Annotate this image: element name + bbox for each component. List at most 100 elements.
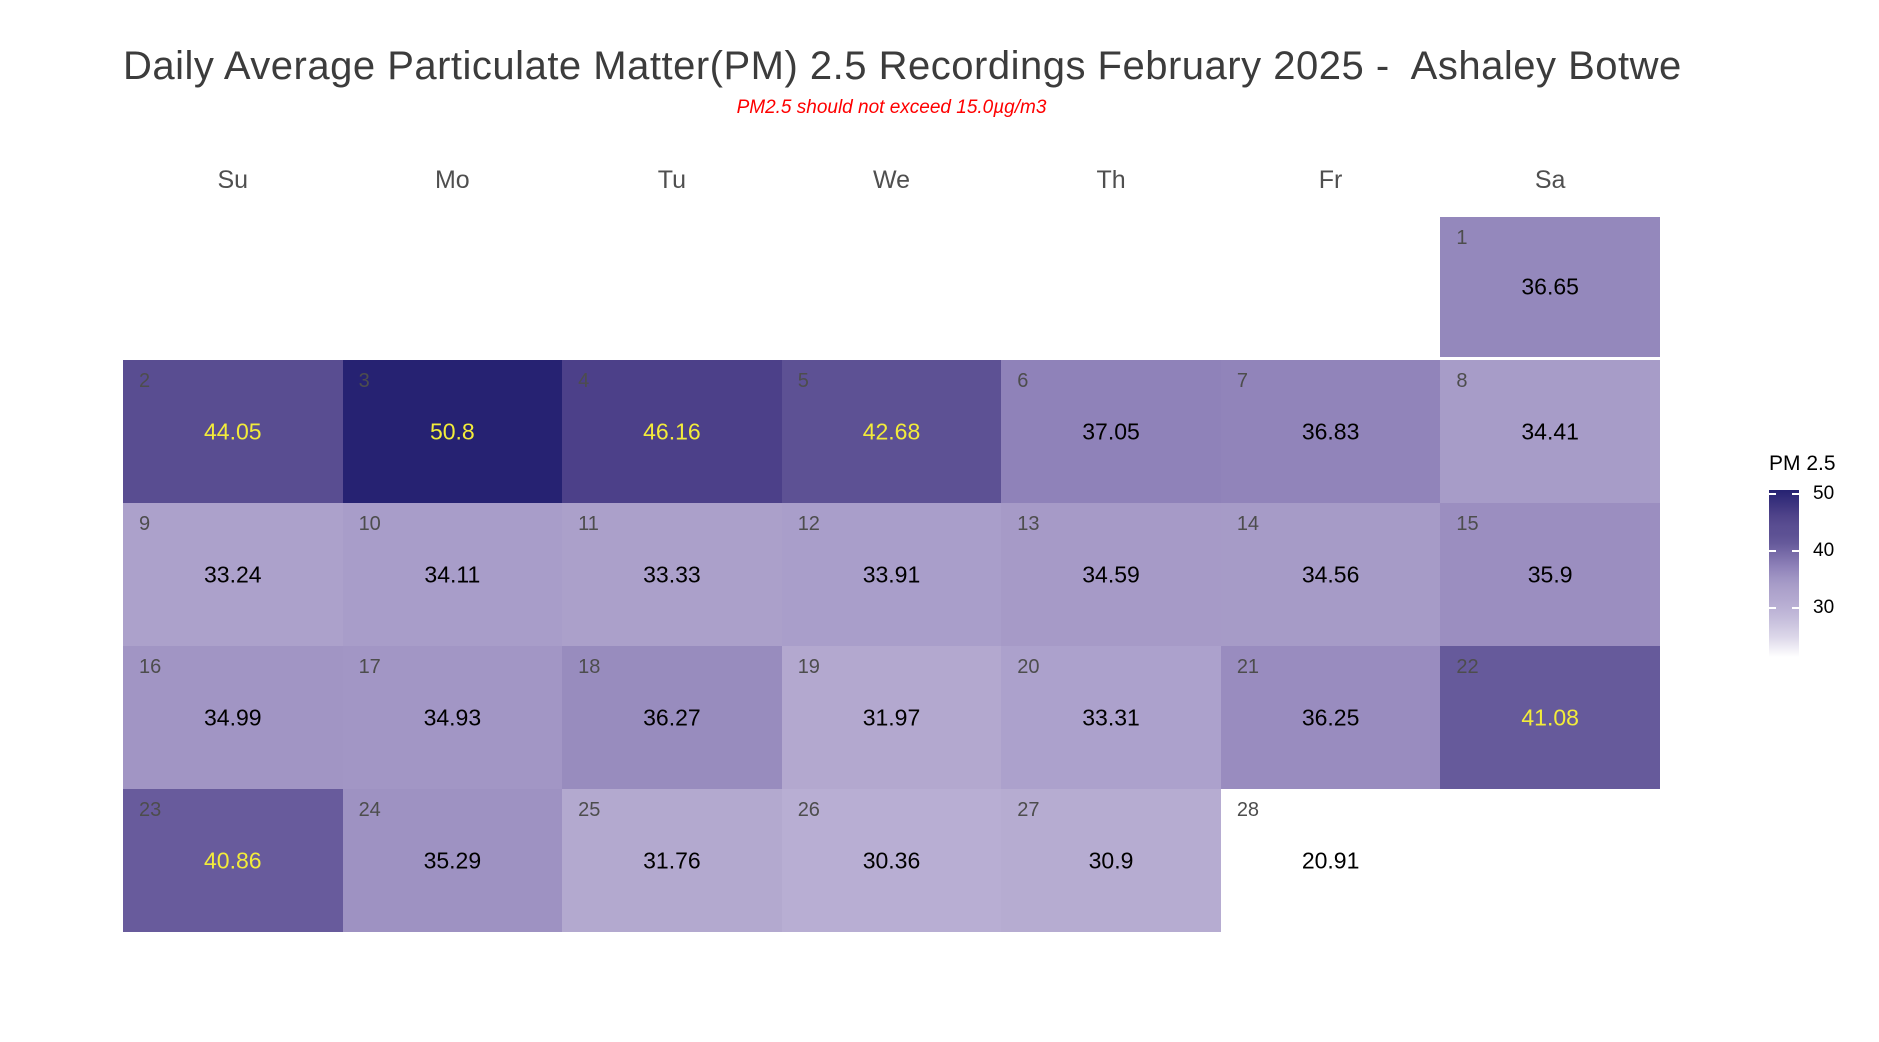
day-cell-17: 17 34.93 [342, 646, 563, 789]
day-number: 2 [139, 370, 151, 392]
weekday-header-su: Su [217, 166, 249, 194]
day-number: 9 [139, 513, 151, 535]
day-value: 31.76 [643, 847, 701, 873]
day-cell-9: 9 33.24 [123, 503, 343, 646]
day-value: 36.65 [1521, 273, 1579, 300]
legend-tick-label-50: 50 [1813, 483, 1835, 504]
day-number: 19 [797, 656, 820, 678]
day-number: 12 [797, 513, 820, 535]
weekday-header-row: Su Mo Tu We Th Fr Sa [123, 166, 1660, 195]
legend-tick-mark [1769, 607, 1776, 609]
day-number: 16 [139, 656, 162, 678]
day-cell-3: 3 50.8 [342, 360, 563, 503]
day-value: 36.25 [1301, 704, 1360, 730]
day-value: 36.27 [643, 704, 701, 730]
day-cell-8: 8 34.41 [1440, 360, 1660, 503]
day-value: 34.11 [424, 561, 481, 587]
day-cell-4: 4 46.16 [562, 360, 782, 503]
day-number: 5 [797, 370, 809, 392]
weekday-header-sa: Sa [1534, 166, 1566, 194]
chart-title: Daily Average Particulate Matter(PM) 2.5… [123, 44, 1682, 88]
day-cell-18: 18 36.27 [562, 646, 782, 789]
day-cell-25: 25 31.76 [562, 789, 782, 932]
day-value: 33.33 [643, 561, 701, 587]
day-number: 8 [1456, 370, 1468, 392]
day-value: 41.08 [1521, 704, 1579, 730]
day-cell-21: 21 36.25 [1220, 646, 1441, 789]
day-number: 11 [578, 513, 599, 535]
day-value: 33.91 [862, 561, 921, 587]
day-cell-22: 22 41.08 [1440, 646, 1660, 789]
chart-subtitle: PM2.5 should not exceed 15.0µg/m3 [736, 97, 1047, 118]
day-number: 22 [1456, 656, 1479, 678]
weekday-header-mo: Mo [434, 166, 470, 194]
day-value: 20.91 [1301, 847, 1360, 873]
legend-tick-label-30: 30 [1813, 597, 1835, 618]
day-value: 46.16 [643, 418, 701, 444]
empty-cell [123, 217, 343, 357]
day-value: 34.93 [423, 704, 482, 730]
empty-cell [1440, 789, 1660, 932]
day-number: 27 [1017, 799, 1040, 821]
day-number: 1 [1456, 227, 1468, 249]
empty-cell [343, 217, 563, 357]
day-value: 37.05 [1082, 418, 1140, 444]
day-value: 44.05 [204, 418, 262, 444]
day-number: 3 [358, 370, 370, 392]
day-cell-6: 6 37.05 [1001, 360, 1221, 503]
calendar-week-row-5: 23 40.86 24 35.29 25 31.76 26 30.36 27 30.9 28 20.9… [123, 789, 1660, 932]
day-cell-24: 24 35.29 [342, 789, 563, 932]
calendar-week-row-1: 1 36.65 [123, 217, 1660, 357]
day-cell-27: 27 30.9 [1001, 789, 1221, 932]
day-number: 23 [139, 799, 162, 821]
day-value: 34.56 [1301, 561, 1360, 587]
day-number: 14 [1236, 513, 1260, 535]
day-number: 6 [1017, 370, 1029, 392]
day-number: 13 [1017, 513, 1040, 535]
day-number: 15 [1456, 513, 1479, 535]
legend-tick-mark [1769, 550, 1776, 552]
weekday-header-fr: Fr [1318, 166, 1343, 194]
calendar-week-row-3: 9 33.24 10 34.11 11 33.33 12 33.91 13 34.59 14 34.5… [123, 503, 1660, 646]
day-value: 33.24 [204, 561, 262, 587]
day-number: 18 [578, 656, 601, 678]
day-value: 40.86 [204, 847, 262, 873]
day-cell-11: 11 33.33 [562, 503, 782, 646]
day-value: 34.59 [1082, 561, 1140, 587]
day-cell-5: 5 42.68 [781, 360, 1002, 503]
day-cell-12: 12 33.91 [781, 503, 1002, 646]
day-number: 28 [1236, 799, 1260, 821]
weekday-header-tu: Tu [657, 166, 687, 194]
day-cell-20: 20 33.31 [1001, 646, 1221, 789]
day-cell-10: 10 34.11 [342, 503, 563, 646]
day-value: 36.83 [1301, 418, 1360, 444]
title-block: Daily Average Particulate Matter(PM) 2.5… [123, 0, 1682, 119]
calendar-grid: 1 36.65 2 44.05 3 50.8 4 46.16 5 42.68 6 37.05 7 36.8… [123, 217, 1660, 932]
day-cell-15: 15 35.9 [1440, 503, 1660, 646]
day-cell-1: 1 36.65 [1440, 217, 1660, 357]
legend-tick-mark [1792, 493, 1799, 495]
day-cell-7: 7 36.83 [1220, 360, 1441, 503]
day-number: 4 [578, 370, 590, 392]
empty-cell [782, 217, 1002, 357]
day-value: 30.36 [862, 847, 921, 873]
day-cell-16: 16 34.99 [123, 646, 343, 789]
calendar-week-row-4: 16 34.99 17 34.93 18 36.27 19 31.97 20 33.31 21 36.… [123, 646, 1660, 789]
weekday-header-th: Th [1096, 166, 1126, 194]
day-cell-2: 2 44.05 [123, 360, 343, 503]
day-number: 10 [358, 513, 381, 535]
day-number: 20 [1017, 656, 1040, 678]
day-value: 31.97 [862, 704, 921, 730]
day-value: 35.29 [423, 847, 482, 873]
day-cell-28: 28 20.91 [1220, 789, 1441, 932]
legend-tick-mark [1792, 607, 1799, 609]
legend-tick-mark [1792, 550, 1799, 552]
day-number: 7 [1236, 370, 1248, 392]
day-value: 34.41 [1521, 418, 1579, 444]
day-number: 17 [358, 656, 381, 678]
day-number: 26 [797, 799, 820, 821]
day-number: 21 [1236, 656, 1260, 678]
weekday-header-we: We [872, 166, 910, 194]
empty-cell [562, 217, 782, 357]
day-number: 24 [358, 799, 381, 821]
